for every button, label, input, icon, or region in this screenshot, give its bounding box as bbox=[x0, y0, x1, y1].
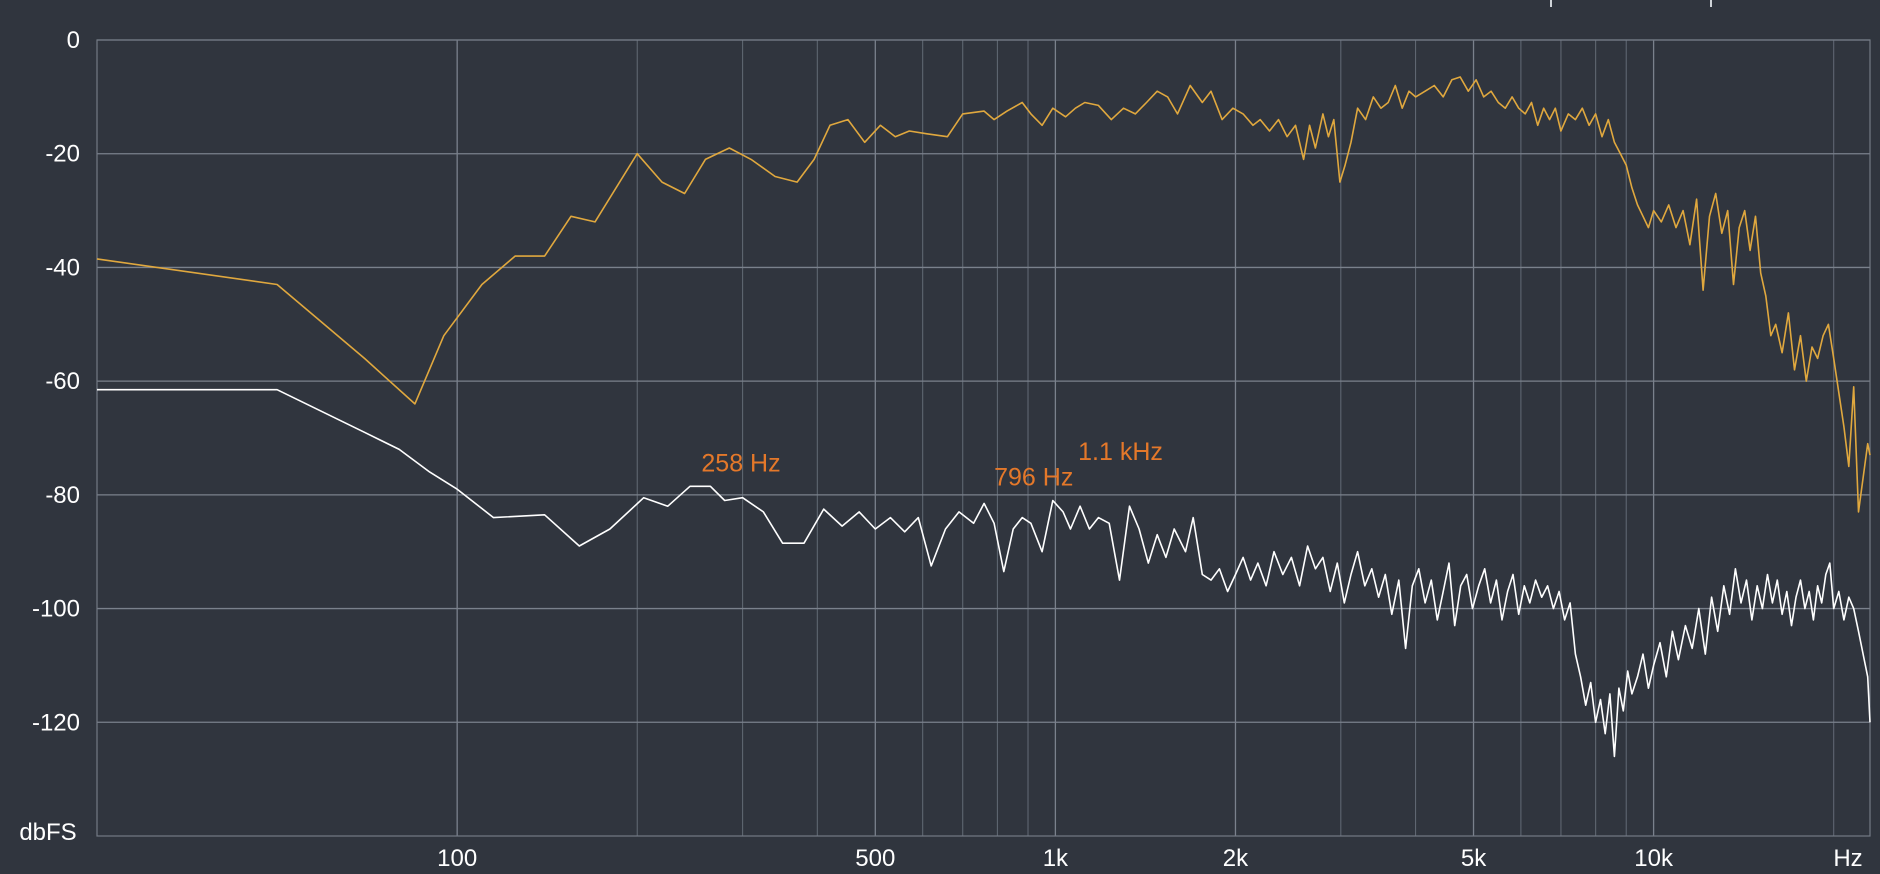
x-axis-unit-label: Hz bbox=[1833, 845, 1862, 872]
peak-label: 258 Hz bbox=[701, 449, 780, 477]
peak-annotations: 258 Hz 796 Hz1.1 kHz bbox=[701, 438, 1163, 492]
peak-label: 1.1 kHz bbox=[1078, 438, 1163, 466]
x-tick-label: 500 bbox=[855, 845, 895, 872]
x-tick-label: 5k bbox=[1461, 845, 1487, 872]
series-layer bbox=[96, 76, 1871, 758]
x-tick-label: 2k bbox=[1223, 845, 1249, 872]
y-tick-label: -80 bbox=[45, 482, 80, 509]
y-tick-label: -100 bbox=[32, 596, 80, 623]
x-axis-tick-labels: 100 500 1k 2k 5k 10k bbox=[437, 845, 1674, 872]
series-line bbox=[96, 76, 1871, 513]
y-axis-tick-labels: 0 -20 -40 -60 -80 -100 -120 bbox=[32, 27, 80, 736]
y-tick-label: -20 bbox=[45, 141, 80, 168]
y-tick-label: -60 bbox=[45, 368, 80, 395]
series-line bbox=[97, 388, 1871, 758]
y-tick-label: 0 bbox=[67, 27, 80, 54]
y-axis-unit-label: dbFS bbox=[19, 819, 76, 846]
plot-frame bbox=[96, 39, 1871, 837]
peak-label: 796 Hz bbox=[994, 464, 1073, 492]
y-tick-label: -40 bbox=[45, 254, 80, 281]
y-tick-label: -120 bbox=[32, 709, 80, 736]
x-tick-label: 10k bbox=[1634, 845, 1674, 872]
x-tick-label: 100 bbox=[437, 845, 477, 872]
x-tick-label: 1k bbox=[1043, 845, 1069, 872]
minor-grid bbox=[636, 40, 1835, 836]
